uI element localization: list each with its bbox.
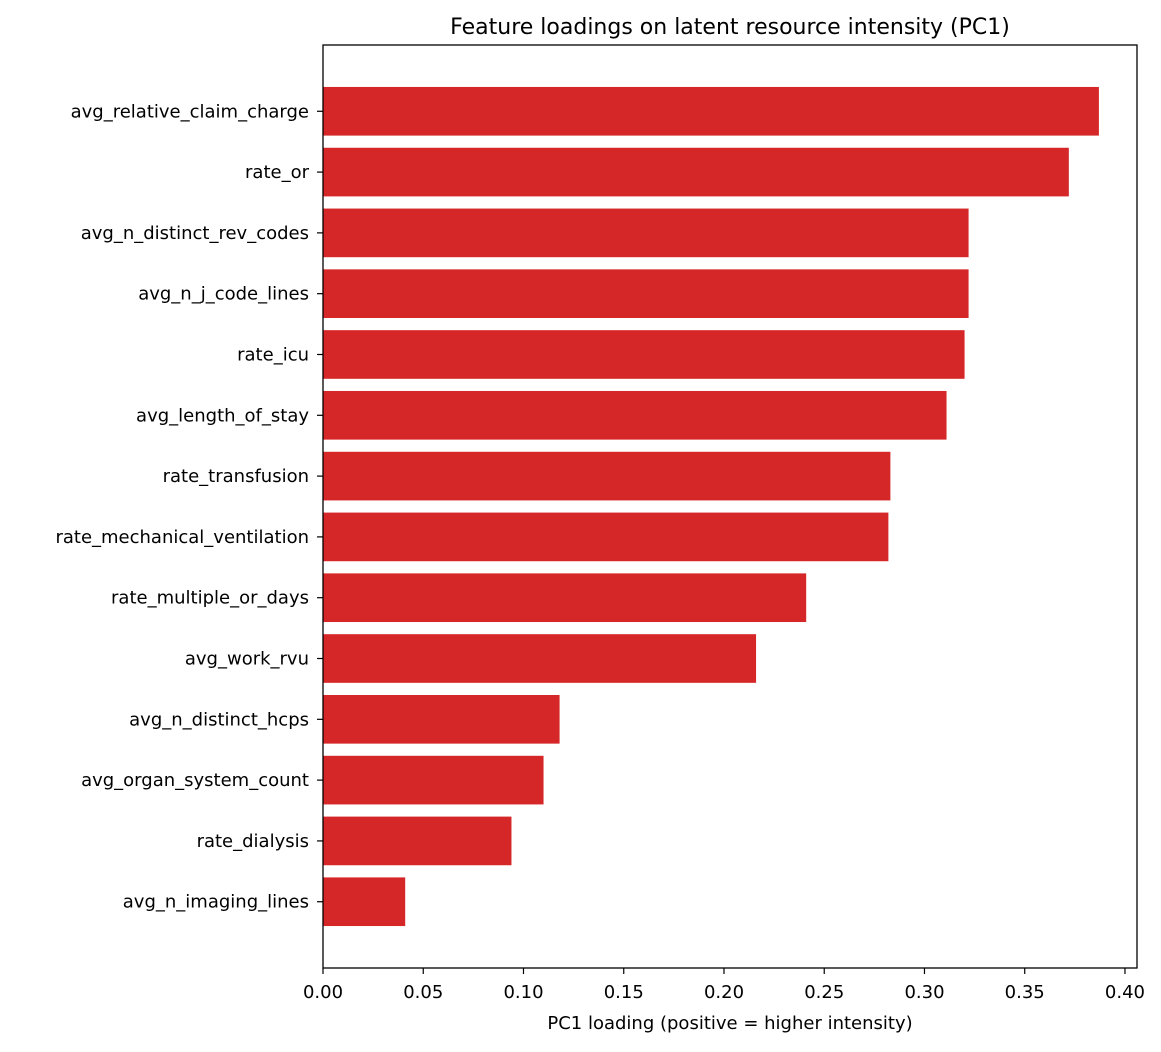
y-tick-label: avg_n_distinct_rev_codes [81,223,309,244]
x-tick-label: 0.05 [403,982,443,1003]
x-tick-label: 0.35 [1005,982,1045,1003]
y-tick-label: avg_n_imaging_lines [123,892,309,913]
bar [323,451,891,501]
bar [323,208,969,258]
bar [323,694,560,744]
bar [323,573,807,623]
y-tick-label: avg_relative_claim_charge [71,101,309,122]
bar [323,634,757,683]
y-tick-label: rate_multiple_or_days [111,588,309,609]
bar [323,390,947,440]
plot-frame [322,44,1138,969]
y-tick-label: rate_icu [237,344,309,365]
x-tick-label: 0.15 [604,982,644,1003]
x-tick-label: 0.25 [804,982,844,1003]
chart-title: Feature loadings on latent resource inte… [450,15,1010,40]
x-axis-label: PC1 loading (positive = higher intensity… [547,1013,912,1034]
bar [323,512,889,562]
y-tick-label: rate_or [245,162,310,183]
bar [323,877,406,927]
bar [323,147,1069,197]
x-tick-label: 0.20 [704,982,744,1003]
y-tick-label: avg_n_distinct_hcps [129,709,309,730]
y-tick-label: avg_work_rvu [185,649,309,670]
bar [323,816,512,866]
bar [323,755,544,805]
y-tick-label: avg_length_of_stay [136,405,309,426]
y-tick-label: rate_dialysis [197,831,309,852]
x-tick-label: 0.30 [904,982,944,1003]
y-tick-label: avg_organ_system_count [81,770,309,791]
bar [323,330,965,379]
y-tick-label: rate_transfusion [163,466,309,487]
y-tick-label: rate_mechanical_ventilation [55,527,309,548]
x-tick-label: 0.10 [503,982,543,1003]
x-tick-label: 0.00 [303,982,343,1003]
bar [323,86,1099,136]
y-tick-label: avg_n_j_code_lines [138,284,309,305]
x-tick-label: 0.40 [1105,982,1145,1003]
bar [323,269,969,319]
